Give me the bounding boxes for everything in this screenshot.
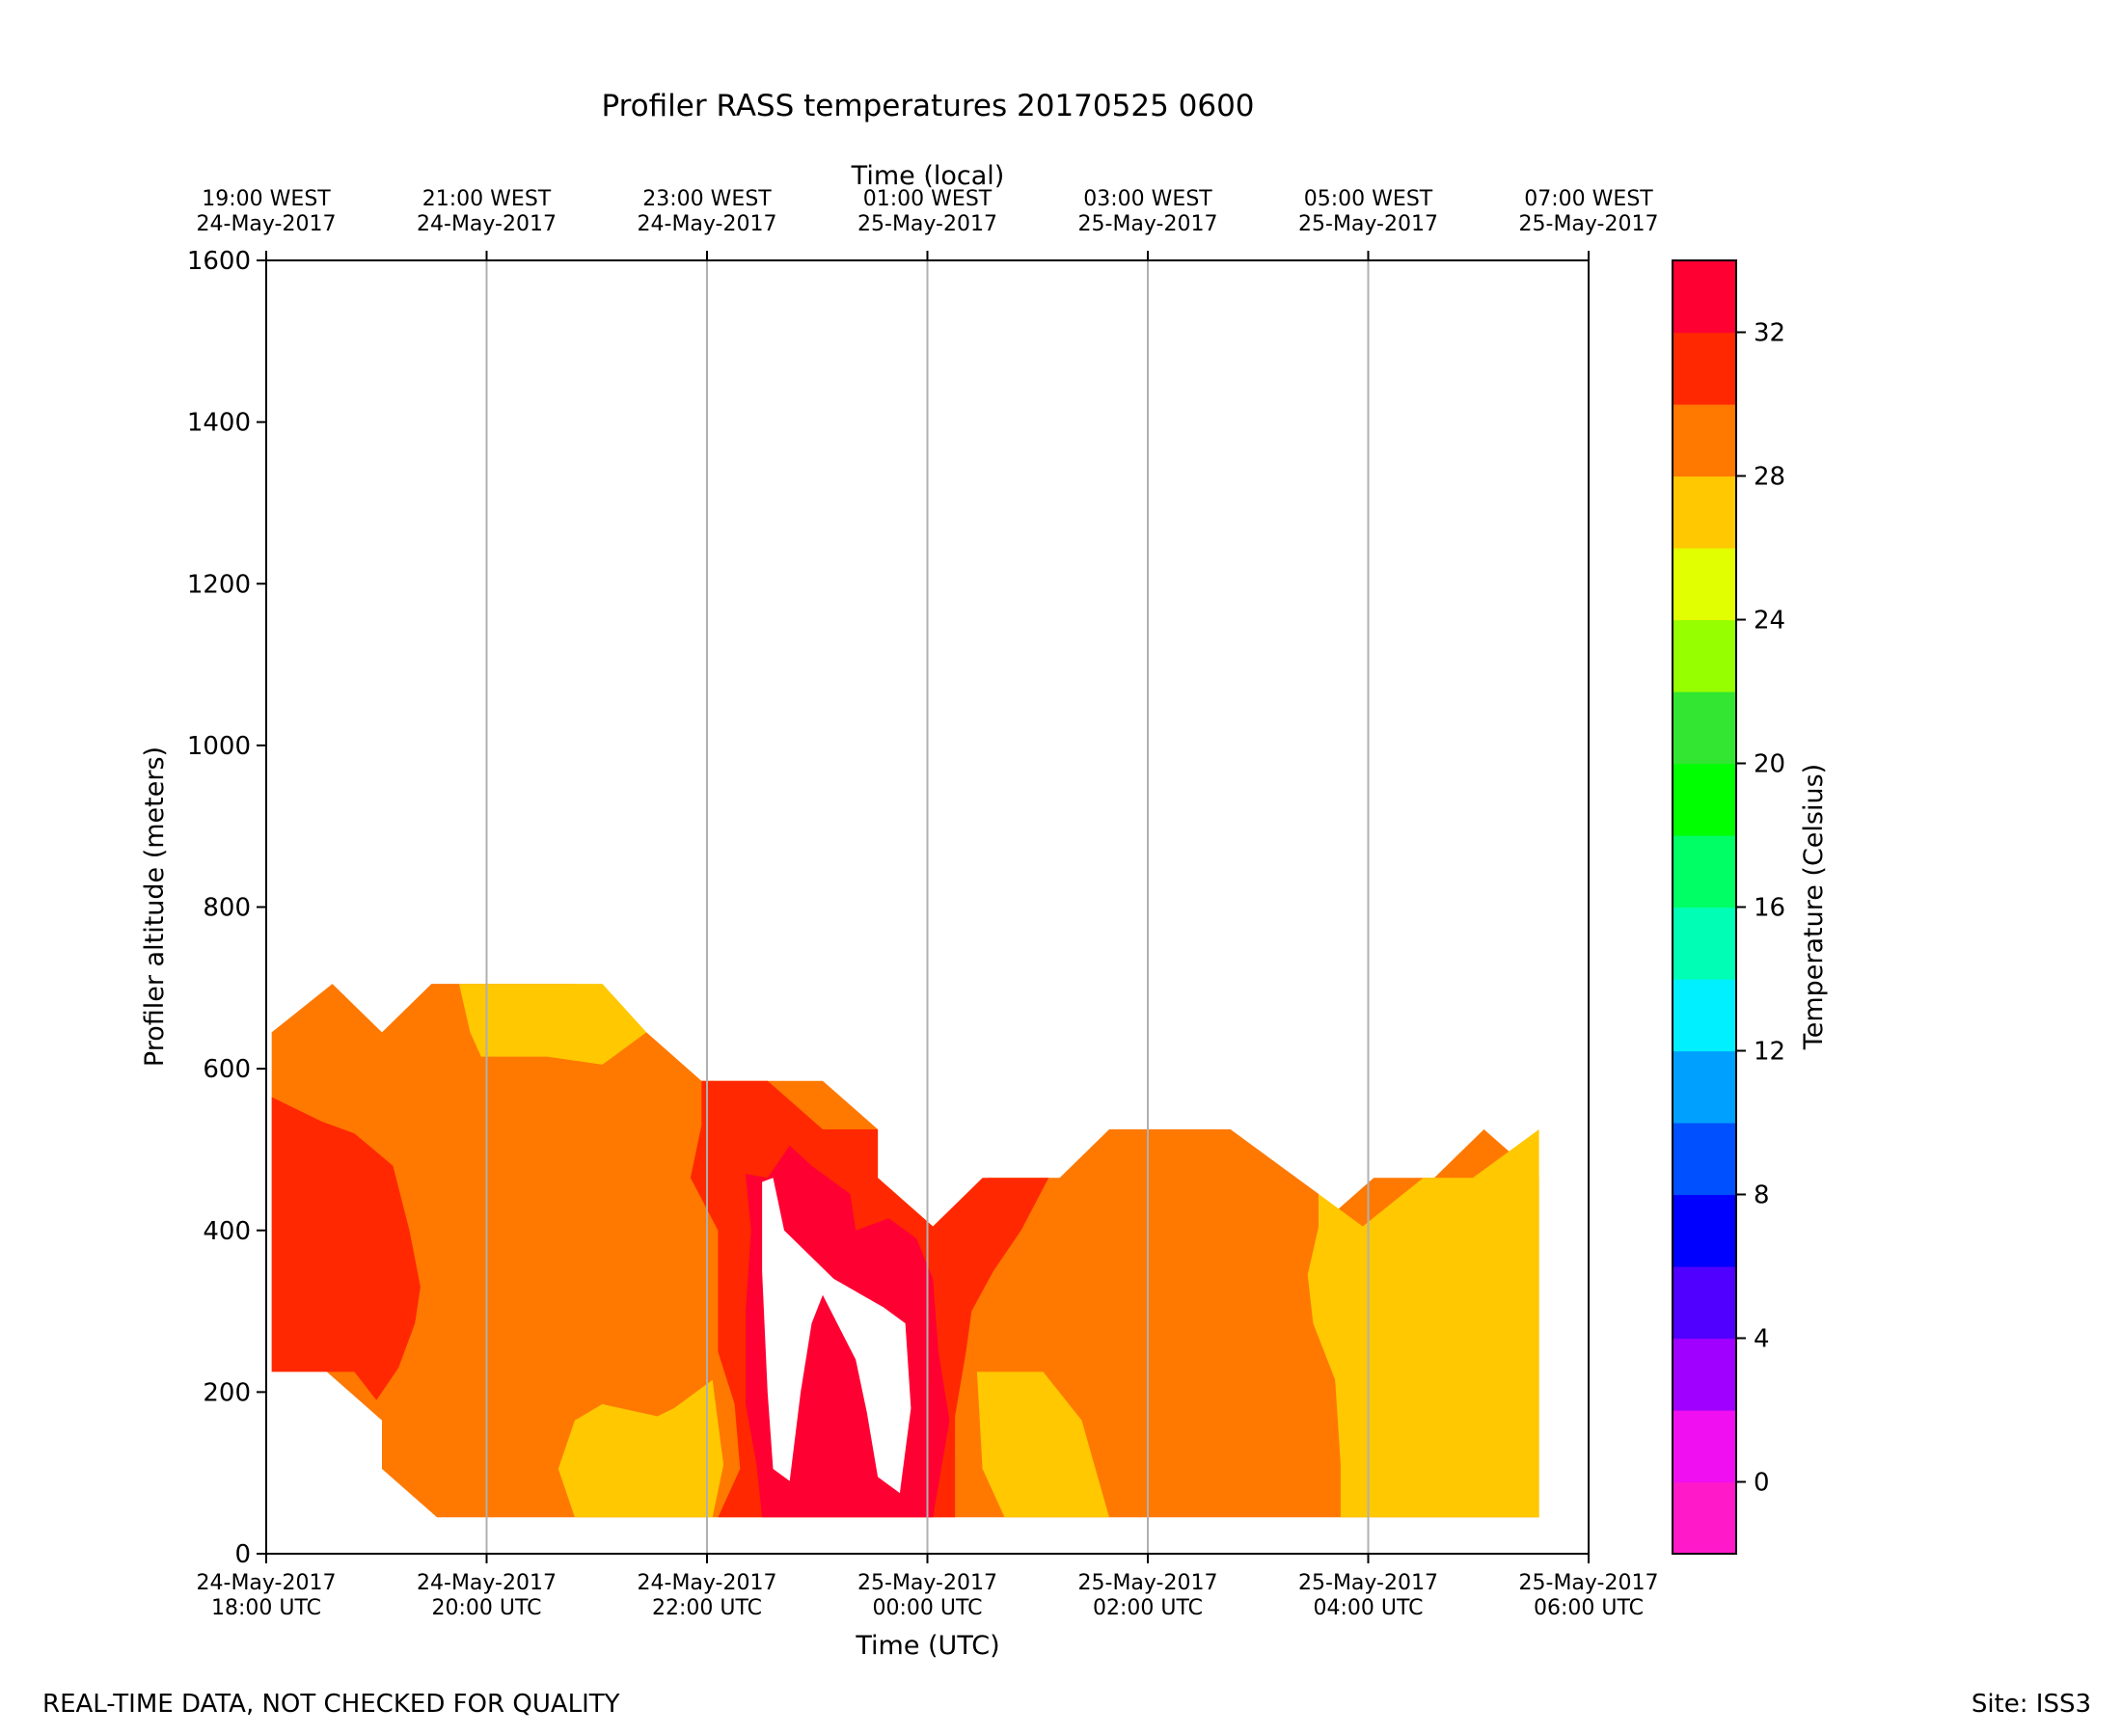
vertical-gridlines: [485, 260, 1370, 1554]
y-tick-label-7: 1400: [187, 409, 251, 438]
colorbar-swatch-8: [1673, 907, 1736, 980]
colorbar-swatch-13: [1673, 548, 1736, 621]
x-axis-title: Time (UTC): [855, 1631, 999, 1661]
colorbar-tick-label-4: 16: [1754, 894, 1785, 923]
site-label: Site: ISS3: [1972, 1690, 2091, 1719]
colorbar-swatch-4: [1673, 1194, 1736, 1267]
contour-region-9: [811, 1331, 851, 1478]
y-axis-title: Profiler altitude (meters): [140, 746, 170, 1067]
colorbar-swatch-1: [1673, 1410, 1736, 1483]
colorbar-tick-label-1: 4: [1754, 1325, 1770, 1354]
top-axis-title: Time (local): [851, 161, 1005, 191]
y-tick-label-1: 200: [203, 1378, 251, 1407]
colorbar-tick-label-7: 28: [1754, 463, 1785, 492]
colorbar-tick-label-6: 24: [1754, 607, 1785, 636]
colorbar-swatch-10: [1673, 763, 1736, 836]
x-tick-time-6: 06:00 UTC: [1534, 1596, 1644, 1620]
colorbar-tick-label-8: 32: [1754, 319, 1785, 348]
colorbar-swatch-11: [1673, 692, 1736, 765]
colorbar-tick-label-2: 8: [1754, 1181, 1770, 1210]
top-tick-time-4: 03:00 WEST: [1083, 187, 1212, 211]
y-tick-label-3: 600: [203, 1055, 251, 1084]
contour-region-1: [271, 1097, 421, 1400]
x-tick-date-6: 25-May-2017: [1519, 1571, 1659, 1595]
top-tick-time-1: 21:00 WEST: [422, 187, 552, 211]
contour-region-8: [762, 1178, 911, 1494]
top-tick-date-4: 25-May-2017: [1078, 212, 1218, 236]
top-tick-time-2: 23:00 WEST: [642, 187, 772, 211]
top-tick-time-0: 19:00 WEST: [202, 187, 331, 211]
x-tick-time-5: 04:00 UTC: [1313, 1596, 1423, 1620]
colorbar-ticks: 0 4 8 12 16 20 24 28 32: [1736, 319, 1785, 1498]
y-tick-label-6: 1200: [187, 570, 251, 599]
y-tick-label-2: 400: [203, 1217, 251, 1246]
colorbar-swatch-0: [1673, 1481, 1736, 1555]
colorbar-swatch-12: [1673, 619, 1736, 692]
x-tick-date-5: 25-May-2017: [1298, 1571, 1438, 1595]
y-tick-label-8: 1600: [187, 247, 251, 276]
x-tick-date-3: 25-May-2017: [857, 1571, 997, 1595]
y-tick-label-4: 800: [203, 894, 251, 923]
y-tick-label-0: 0: [234, 1540, 251, 1569]
x-tick-date-1: 24-May-2017: [417, 1571, 557, 1595]
colorbar: [1673, 260, 1736, 1555]
contour-region-5: [558, 1379, 724, 1518]
x-tick-date-4: 25-May-2017: [1078, 1571, 1218, 1595]
colorbar-swatch-5: [1673, 1123, 1736, 1196]
y-tick-label-5: 1000: [187, 732, 251, 761]
colorbar-swatch-15: [1673, 404, 1736, 477]
x-tick-time-3: 00:00 UTC: [872, 1596, 982, 1620]
colorbar-swatch-14: [1673, 475, 1736, 549]
chart-title: Profiler RASS temperatures 20170525 0600: [601, 89, 1254, 123]
colorbar-swatch-2: [1673, 1338, 1736, 1411]
top-tick-date-2: 24-May-2017: [638, 212, 777, 236]
top-tick-date-0: 24-May-2017: [197, 212, 337, 236]
top-tick-date-5: 25-May-2017: [1298, 212, 1438, 236]
colorbar-tick-label-0: 0: [1754, 1469, 1770, 1498]
x-tick-time-4: 02:00 UTC: [1093, 1596, 1203, 1620]
colorbar-swatch-16: [1673, 332, 1736, 405]
contour-region-4: [458, 984, 647, 1065]
x-tick-time-2: 22:00 UTC: [652, 1596, 762, 1620]
x-tick-time-1: 20:00 UTC: [431, 1596, 541, 1620]
colorbar-swatch-7: [1673, 979, 1736, 1052]
x-tick-date-0: 24-May-2017: [197, 1571, 337, 1595]
colorbar-tick-label-3: 12: [1754, 1038, 1785, 1067]
top-tick-date-6: 25-May-2017: [1519, 212, 1659, 236]
x-tick-date-2: 24-May-2017: [638, 1571, 777, 1595]
colorbar-swatch-6: [1673, 1050, 1736, 1124]
x-tick-time-0: 18:00 UTC: [211, 1596, 321, 1620]
top-tick-time-6: 07:00 WEST: [1524, 187, 1653, 211]
y-axis-ticks: 0 200 400 600 800 1000 1200 1400 1600: [187, 247, 266, 1569]
colorbar-swatch-17: [1673, 260, 1736, 334]
colorbar-swatch-9: [1673, 835, 1736, 909]
contour-region-7: [1307, 1129, 1539, 1518]
top-tick-time-5: 05:00 WEST: [1304, 187, 1433, 211]
colorbar-swatch-3: [1673, 1266, 1736, 1340]
contour-region-6: [976, 1371, 1109, 1518]
top-tick-time-3: 01:00 WEST: [863, 187, 993, 211]
quality-disclaimer: REAL-TIME DATA, NOT CHECKED FOR QUALITY: [42, 1690, 620, 1719]
top-tick-date-1: 24-May-2017: [417, 212, 557, 236]
top-tick-date-3: 25-May-2017: [857, 212, 997, 236]
colorbar-title: Temperature (Celsius): [1799, 764, 1829, 1050]
colorbar-tick-label-5: 20: [1754, 750, 1785, 779]
contour-regions: [271, 984, 1539, 1518]
